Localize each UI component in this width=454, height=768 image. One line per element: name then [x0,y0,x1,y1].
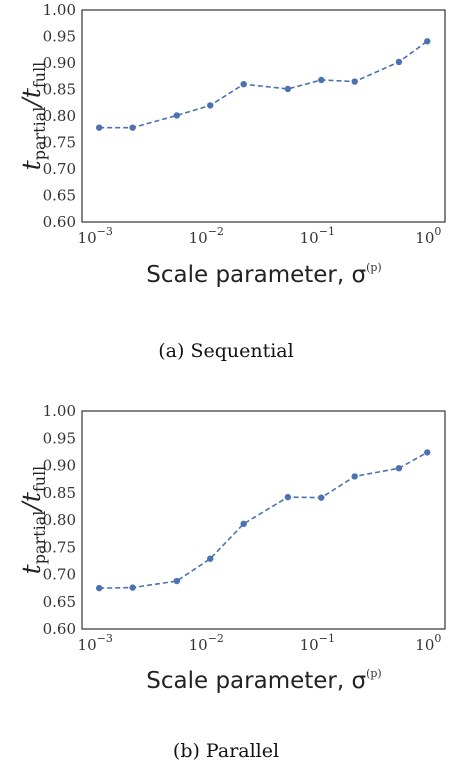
y-tick-label: 0.60 [43,620,76,638]
y-tick-label: 0.95 [43,429,76,447]
y-axis-label: tpartial/tfull [17,62,49,171]
y-tick-label: 0.85 [43,484,76,502]
data-point [207,102,214,109]
panel-caption: (a) Sequential [158,340,293,362]
y-tick-label: 0.75 [43,538,76,556]
data-point [96,584,103,592]
data-point [395,58,403,66]
x-axis-label: Scale parameter, σ(p) [146,261,381,288]
y-tick-label: 0.80 [43,511,76,529]
data-point [96,124,103,131]
y-ticks: 0.60 0.65 0.70 0.75 0.80 0.85 0.90 0.95 1.00 [43,1,76,231]
series-points [96,38,431,131]
y-axis-label: tpartial/tfull [17,466,49,575]
x-tick-label: 10−3 [78,225,113,247]
y-tick-label: 0.65 [43,187,76,205]
y-tick-label: 0.95 [43,28,76,46]
data-point [173,112,181,119]
y-tick-label: 0.90 [43,54,76,72]
data-point [424,38,431,45]
series-line [99,451,428,589]
data-point [395,465,403,472]
data-point [240,81,247,88]
data-point [284,493,292,501]
data-point [318,494,325,501]
data-point [173,577,181,585]
y-tick-label: 0.70 [43,160,76,178]
x-tick-label: 10−1 [300,632,335,654]
x-tick-label: 100 [415,632,441,654]
series-line [99,40,428,129]
x-ticks: 10−3 10−2 10−1 100 [78,225,442,247]
plot-frame [81,9,446,223]
panel-caption: (b) Parallel [173,740,279,762]
y-ticks: 0.60 0.65 0.70 0.75 0.80 0.85 0.90 0.95 1.00 [43,402,76,638]
data-point [129,124,136,131]
data-point [351,473,358,480]
x-ticks: 10−3 10−2 10−1 100 [78,632,442,654]
data-point [207,555,214,562]
x-tick-label: 10−1 [300,225,335,247]
x-tick-label: 10−3 [78,632,113,654]
data-point [284,85,292,93]
x-tick-label: 100 [415,225,441,247]
y-tick-label: 1.00 [43,402,76,420]
series-points [96,449,431,592]
y-tick-label: 0.85 [43,81,76,99]
data-point [129,584,136,591]
y-tick-label: 1.00 [43,1,76,19]
data-point [318,76,325,84]
y-tick-label: 0.70 [43,566,76,584]
y-tick-label: 0.65 [43,593,76,611]
y-tick-label: 0.60 [43,213,76,231]
x-tick-label: 10−2 [189,225,224,247]
chart-panel-parallel: 0.60 0.65 0.70 0.75 0.80 0.85 0.90 0.95 1.00 10−… [17,402,446,762]
data-point [424,449,431,456]
x-axis-label: Scale parameter, σ(p) [146,667,381,694]
x-tick-label: 10−2 [189,632,224,654]
y-tick-label: 0.75 [43,134,76,152]
data-point [351,78,358,85]
chart-panel-sequential: 0.60 0.65 0.70 0.75 0.80 0.85 0.90 0.95 1.00 10−… [17,1,446,362]
plot-frame [81,410,446,630]
y-tick-label: 0.80 [43,107,76,125]
y-tick-label: 0.90 [43,457,76,475]
data-point [240,520,247,528]
